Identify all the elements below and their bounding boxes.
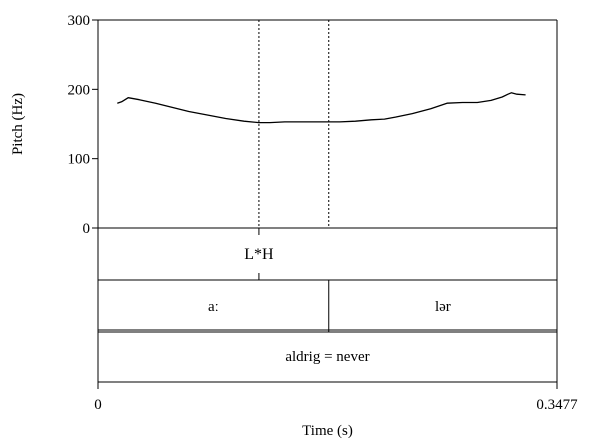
y-tick-label: 200 bbox=[68, 82, 91, 98]
annotation-tiers: L*H aː lər aldrig = never bbox=[97, 227, 558, 383]
x-axis-title: Time (s) bbox=[302, 423, 353, 439]
y-tick-label: 300 bbox=[68, 13, 91, 29]
tier-box bbox=[97, 227, 558, 281]
point-label: L*H bbox=[244, 246, 274, 263]
tier-box bbox=[97, 279, 558, 333]
axes: 0 100 200 300 0 0.3477 Time (s) Pitch (Hz) bbox=[10, 13, 578, 439]
y-tick-label: 0 bbox=[83, 221, 91, 237]
plot-area bbox=[98, 19, 558, 228]
interval-label: aldrig = never bbox=[285, 349, 369, 365]
pitch-contour-line bbox=[117, 92, 526, 124]
interval-label: lər bbox=[435, 299, 451, 315]
interval-label: aː bbox=[208, 299, 219, 315]
x-tick-label: 0.3477 bbox=[536, 397, 578, 413]
y-axis-title: Pitch (Hz) bbox=[10, 93, 26, 155]
x-tick-label: 0 bbox=[94, 397, 102, 413]
y-tick-label: 100 bbox=[68, 152, 91, 168]
